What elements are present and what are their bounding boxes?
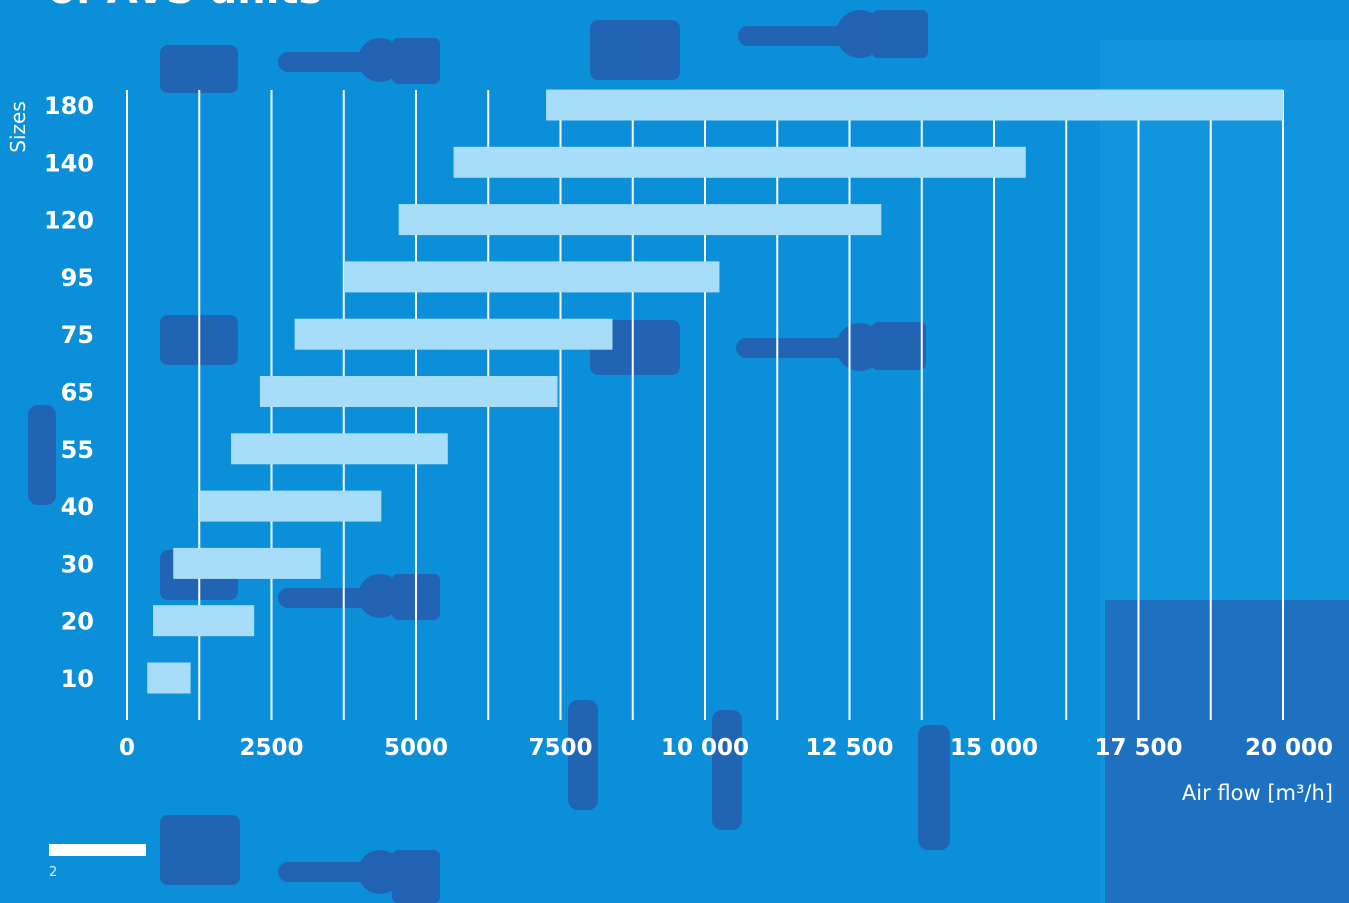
size-label: 75 [61, 321, 94, 349]
x-tick-label: 0 [119, 735, 135, 761]
bar-size-140 [453, 146, 1026, 178]
grid-lines [126, 90, 1284, 720]
x-tick-label: 17 500 [1094, 735, 1182, 761]
y-axis-title: Sizes [6, 101, 30, 152]
size-label: 140 [44, 149, 94, 177]
x-tick-label: 5000 [384, 735, 448, 761]
bar-size-75 [294, 318, 613, 350]
size-label: 40 [61, 493, 94, 521]
bar-size-40 [199, 490, 382, 522]
x-tick-label: 15 000 [950, 735, 1038, 761]
bar-size-30 [173, 547, 321, 579]
bar-size-10 [147, 662, 191, 694]
bar-size-180 [546, 89, 1283, 121]
x-tick-labels: 0 2500 5000 7500 10 000 12 500 15 000 17 500 20 … [119, 735, 1333, 761]
size-label: 180 [44, 92, 94, 120]
size-label: 10 [61, 665, 94, 693]
size-labels: 180 140 120 95 75 65 55 40 30 20 10 [44, 92, 94, 693]
page-marker-bar [49, 844, 146, 856]
x-tick-label: 7500 [528, 735, 592, 761]
bar-size-95 [343, 261, 720, 293]
size-label: 30 [61, 550, 94, 578]
size-label: 55 [61, 436, 94, 464]
size-label: 120 [44, 207, 94, 235]
bar-size-55 [231, 433, 448, 465]
page-title: of AVS units [48, 0, 322, 10]
bars [147, 89, 1283, 694]
bar-size-20 [153, 605, 255, 637]
x-axis-title: Air flow [m³/h] [1182, 781, 1333, 805]
size-label: 65 [61, 379, 94, 407]
x-tick-label: 20 000 [1245, 735, 1333, 761]
page-number: 2 [49, 865, 58, 880]
size-label: 20 [61, 608, 94, 636]
bar-size-120 [398, 204, 882, 236]
x-tick-label: 12 500 [805, 735, 893, 761]
x-tick-label: 10 000 [661, 735, 749, 761]
bar-size-65 [259, 376, 558, 407]
x-tick-label: 2500 [239, 735, 303, 761]
size-label: 95 [61, 264, 94, 292]
